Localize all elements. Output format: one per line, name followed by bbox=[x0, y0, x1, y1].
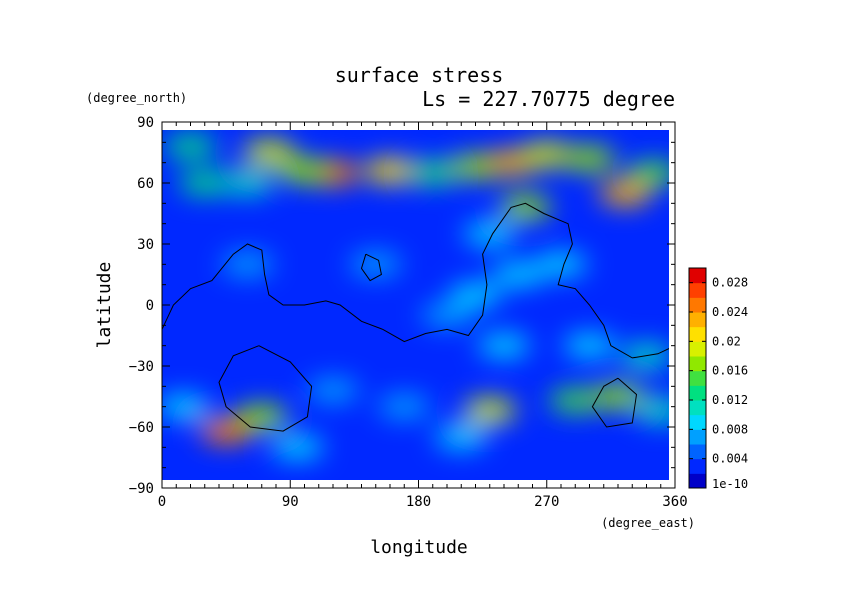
field-blob bbox=[599, 181, 652, 206]
colorbar-swatch bbox=[689, 297, 706, 313]
y-tick-label: −60 bbox=[129, 420, 154, 436]
colorbar-swatch bbox=[689, 282, 706, 298]
colorbar-tick-label: 0.008 bbox=[712, 422, 748, 436]
colorbar-tick-label: 0.012 bbox=[712, 393, 748, 407]
x-axis-label: longitude bbox=[370, 537, 468, 558]
colorbar-tick-label: 0.024 bbox=[712, 305, 748, 319]
field-blob bbox=[520, 142, 573, 167]
contour-line bbox=[218, 345, 313, 432]
colorbar-swatch bbox=[689, 458, 706, 474]
contour-line bbox=[360, 253, 382, 282]
field-blob bbox=[563, 333, 616, 358]
colorbar-swatch bbox=[689, 268, 706, 284]
chart-title: surface stress bbox=[335, 63, 504, 87]
colorbar-tick-label: 0.016 bbox=[712, 364, 748, 378]
field-blob bbox=[349, 252, 402, 277]
colorbar-tick-label: 0.004 bbox=[712, 452, 748, 466]
field-blob bbox=[627, 160, 669, 185]
field-blob bbox=[164, 134, 217, 159]
colorbar-swatch bbox=[689, 341, 706, 357]
y-tick-label: 0 bbox=[146, 298, 154, 314]
field-blob bbox=[549, 388, 602, 413]
field-blob bbox=[221, 171, 274, 195]
field-blob bbox=[463, 221, 516, 246]
y-tick-label: −90 bbox=[129, 481, 154, 497]
colorbar-tick-label: 0.02 bbox=[712, 334, 741, 348]
field-blob bbox=[364, 158, 416, 183]
heatmap-field bbox=[162, 130, 669, 480]
colorbar-swatch bbox=[689, 356, 706, 372]
x-tick-label: 90 bbox=[282, 494, 299, 510]
colorbar-swatch bbox=[689, 312, 706, 328]
contour-line bbox=[162, 202, 669, 359]
field-blob bbox=[378, 394, 431, 419]
y-axis-label: latitude bbox=[94, 262, 115, 349]
field-blob bbox=[535, 252, 587, 277]
y-tick-label: 30 bbox=[137, 237, 154, 253]
colorbar-tick-label: 1e-10 bbox=[712, 477, 748, 491]
field-blob bbox=[492, 262, 545, 287]
y-tick-label: 90 bbox=[137, 115, 154, 131]
field-blob bbox=[406, 160, 459, 185]
field-blob bbox=[242, 140, 295, 165]
field-blob bbox=[221, 252, 274, 277]
y-tick-label: −30 bbox=[129, 359, 154, 375]
field-blob bbox=[278, 158, 331, 183]
y-tick-label: 60 bbox=[137, 176, 154, 192]
field-blob bbox=[592, 384, 644, 409]
field-blob bbox=[200, 419, 253, 444]
field-blob bbox=[307, 378, 359, 403]
field-blob bbox=[478, 333, 530, 358]
colorbar-swatch bbox=[689, 473, 706, 489]
colorbar-swatch bbox=[689, 414, 706, 430]
field-blob bbox=[634, 398, 669, 423]
field-blob bbox=[435, 425, 488, 450]
x-tick-label: 180 bbox=[406, 494, 431, 510]
colorbar-swatch bbox=[689, 326, 706, 342]
x-tick-label: 270 bbox=[534, 494, 559, 510]
y-unit-label: (degree_north) bbox=[86, 91, 187, 105]
x-unit-label: (degree_east) bbox=[601, 516, 695, 530]
field-blob bbox=[271, 435, 324, 460]
colorbar-frame bbox=[688, 267, 707, 489]
colorbar-swatch bbox=[689, 385, 706, 401]
contour-line bbox=[591, 377, 638, 428]
chart-subtitle: Ls = 227.70775 degree bbox=[422, 87, 675, 111]
field-blob bbox=[563, 146, 616, 171]
colorbar: 1e-10 0.004 0.008 0.012 0.016 0.02 0.024 0.028 bbox=[688, 267, 748, 491]
field-blob bbox=[421, 303, 473, 328]
field-blob bbox=[463, 398, 516, 423]
field-blob bbox=[162, 394, 210, 419]
field-blob bbox=[449, 282, 502, 307]
axis-ticks: 0 90 180 270 360 90 60 30 0 −30 −60 −90 bbox=[129, 115, 688, 510]
field-blob bbox=[178, 171, 231, 195]
field-blobs bbox=[162, 134, 669, 460]
colorbar-swatch bbox=[689, 370, 706, 386]
coastline-contours bbox=[162, 202, 669, 432]
colorbar-swatch bbox=[689, 444, 706, 460]
x-tick-label: 360 bbox=[662, 494, 687, 510]
x-tick-label: 0 bbox=[158, 494, 166, 510]
colorbar-swatch bbox=[689, 400, 706, 416]
colorbar-swatch bbox=[689, 429, 706, 445]
colorbar-tick-label: 0.028 bbox=[712, 276, 748, 290]
field-blob bbox=[499, 195, 552, 220]
field-blob bbox=[235, 404, 288, 429]
